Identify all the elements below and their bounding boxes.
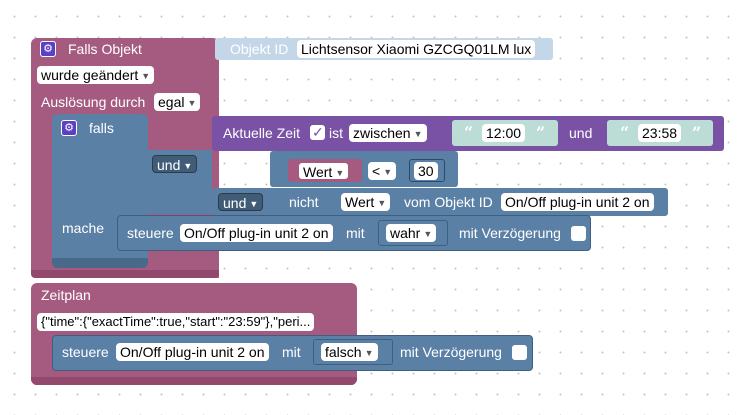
with-label: mit xyxy=(346,225,365,241)
delay-label-2: mit Verzögerung xyxy=(400,344,502,360)
compare-operator-dropdown[interactable]: zwischen ▼ xyxy=(349,124,427,142)
trigger-condition-dropdown[interactable]: wurde geändert ▼ xyxy=(37,66,155,84)
check-icon: ✓ xyxy=(312,124,324,140)
not-label: nicht xyxy=(289,194,319,210)
schedule-config-field[interactable]: {"time":{"exactTime":true,"start":"23:59… xyxy=(37,313,315,331)
schedule-title: Zeitplan xyxy=(41,287,91,303)
open-quote-icon: “ xyxy=(620,123,630,142)
delay-checkbox[interactable] xyxy=(571,226,586,241)
on-object-block-bottom xyxy=(31,270,219,278)
delay-checkbox-2[interactable] xyxy=(512,345,527,360)
control-label-2: steuere xyxy=(62,344,109,360)
chevron-down-icon: ▼ xyxy=(141,71,151,81)
value-dropdown-2[interactable]: Wert ▼ xyxy=(341,193,391,211)
is-label: ist xyxy=(329,125,343,141)
object-id-field[interactable]: Lichtsensor Xiaomi GZCGQ01LM lux xyxy=(297,40,536,58)
close-quote-icon: ” xyxy=(692,123,702,142)
object-2-field[interactable]: On/Off plug-in unit 2 on xyxy=(501,193,654,211)
chevron-down-icon: ▼ xyxy=(335,168,345,178)
trigger-label: Auslösung durch xyxy=(41,94,146,110)
chevron-down-icon: ▼ xyxy=(187,98,197,108)
time-checkbox[interactable]: ✓ xyxy=(310,124,325,140)
if-block-bottom xyxy=(52,258,148,268)
and-label: und xyxy=(569,125,593,141)
control-block-2[interactable] xyxy=(52,335,533,371)
logic-and-dropdown[interactable]: und ▼ xyxy=(152,155,198,173)
threshold-field[interactable]: 30 xyxy=(414,162,438,180)
block-title: Falls Objekt xyxy=(68,41,142,57)
less-than-dropdown[interactable]: < ▼ xyxy=(368,162,397,180)
value-dropdown-false[interactable]: falsch ▼ xyxy=(321,343,378,361)
do-label: mache xyxy=(62,220,105,236)
if-block-and-arm xyxy=(146,150,212,214)
chevron-down-icon: ▼ xyxy=(249,199,259,209)
gear-icon[interactable]: ⚙ xyxy=(40,41,56,57)
chevron-down-icon: ▼ xyxy=(364,348,374,358)
chevron-down-icon: ▼ xyxy=(423,229,433,239)
control-label: steuere xyxy=(127,225,174,241)
close-quote-icon: ” xyxy=(536,123,546,142)
value-dropdown-true[interactable]: wahr ▼ xyxy=(386,224,437,242)
control-target-field-2[interactable]: On/Off plug-in unit 2 on xyxy=(116,343,269,361)
trigger-dropdown[interactable]: egal ▼ xyxy=(154,93,201,111)
open-quote-icon: “ xyxy=(464,123,474,142)
logic-and-dropdown-2[interactable]: und ▼ xyxy=(218,193,264,211)
gear-icon[interactable]: ⚙ xyxy=(61,120,77,136)
from-object-label: vom Objekt ID xyxy=(404,194,493,210)
with-label-2: mit xyxy=(282,344,301,360)
time-start-field[interactable]: 12:00 xyxy=(482,124,526,142)
object-id-label: Objekt ID xyxy=(230,41,289,57)
chevron-down-icon: ▼ xyxy=(413,129,423,139)
value-dropdown[interactable]: Wert ▼ xyxy=(298,162,350,180)
time-label: Aktuelle Zeit xyxy=(223,125,301,141)
chevron-down-icon: ▼ xyxy=(377,198,387,208)
schedule-block-bottom xyxy=(31,377,357,385)
control-target-field[interactable]: On/Off plug-in unit 2 on xyxy=(180,224,333,242)
delay-label: mit Verzögerung xyxy=(459,225,561,241)
chevron-down-icon: ▼ xyxy=(183,161,193,171)
if-label: falls xyxy=(89,120,114,136)
chevron-down-icon: ▼ xyxy=(383,167,393,177)
time-end-field[interactable]: 23:58 xyxy=(638,124,682,142)
